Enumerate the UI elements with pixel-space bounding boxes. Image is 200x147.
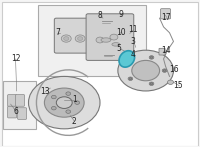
FancyBboxPatch shape [159,48,165,55]
Circle shape [75,35,85,42]
Circle shape [162,69,167,72]
Circle shape [78,37,83,40]
Circle shape [118,50,173,91]
FancyBboxPatch shape [54,18,98,53]
FancyBboxPatch shape [86,14,134,60]
Circle shape [149,56,154,59]
Bar [38,5,146,76]
Text: 2: 2 [72,117,77,126]
Circle shape [163,70,166,72]
Text: 6: 6 [13,107,18,116]
Text: 3: 3 [130,37,135,46]
Circle shape [29,76,100,129]
Circle shape [66,110,71,113]
Circle shape [51,95,56,99]
Text: 7: 7 [55,28,60,37]
Circle shape [75,101,80,104]
Text: 16: 16 [170,65,179,74]
Circle shape [149,82,154,86]
Circle shape [129,61,132,64]
Bar [3,81,36,129]
Text: 17: 17 [161,13,170,22]
Circle shape [61,35,71,42]
FancyBboxPatch shape [18,108,27,119]
Text: 13: 13 [41,87,50,96]
Text: 8: 8 [98,11,102,20]
Circle shape [44,88,84,117]
Polygon shape [119,51,135,67]
Circle shape [128,61,133,64]
Circle shape [51,106,56,110]
Circle shape [64,37,69,40]
Circle shape [129,78,132,80]
FancyBboxPatch shape [8,106,17,118]
Text: 14: 14 [161,46,170,55]
Circle shape [110,34,118,40]
Text: 4: 4 [130,50,135,59]
Circle shape [66,92,71,95]
Text: 11: 11 [128,25,138,34]
FancyBboxPatch shape [16,95,25,106]
Text: 10: 10 [116,27,126,36]
Text: 9: 9 [118,10,123,19]
Text: 1: 1 [72,95,77,104]
Text: 5: 5 [116,44,121,53]
Circle shape [96,37,104,43]
Ellipse shape [101,38,111,42]
Ellipse shape [112,43,120,46]
Circle shape [132,60,160,81]
Text: 12: 12 [11,54,20,63]
Circle shape [168,80,173,84]
Circle shape [150,56,153,59]
Circle shape [150,83,153,85]
Circle shape [128,77,133,80]
Text: 15: 15 [174,81,183,90]
FancyBboxPatch shape [8,95,17,106]
FancyBboxPatch shape [161,9,171,19]
Circle shape [56,97,72,108]
